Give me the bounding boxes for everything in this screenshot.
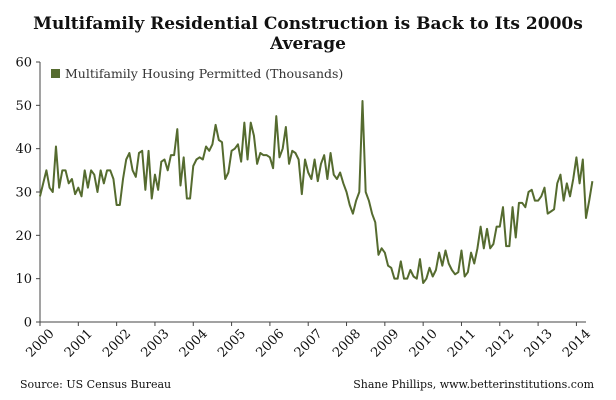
source-note: Source: US Census Bureau <box>20 378 172 391</box>
series <box>39 100 594 284</box>
x-tick-label: 2002 <box>100 327 134 361</box>
x-tick-label: 2006 <box>253 327 287 361</box>
x-tick-label: 2000 <box>24 327 58 361</box>
y-tick-label: 10 <box>15 272 32 287</box>
axes <box>36 61 586 326</box>
x-tick-label: 2008 <box>330 327 364 361</box>
x-tick-label: 2011 <box>445 327 479 361</box>
y-tick-label: 20 <box>15 229 32 244</box>
x-tick-label: 2013 <box>522 327 556 361</box>
legend: Multifamily Housing Permitted (Thousands… <box>51 66 343 81</box>
x-tick-label: 2009 <box>368 327 402 361</box>
x-tick-label: 2004 <box>177 327 211 361</box>
credit-note: Shane Phillips, www.betterinstitutions.c… <box>353 378 594 391</box>
y-tick-label: 60 <box>15 56 32 71</box>
legend-label: Multifamily Housing Permitted (Thousands… <box>65 66 343 81</box>
series-line-0 <box>39 100 594 284</box>
y-tick-label: 30 <box>15 186 32 201</box>
x-tick-label: 2003 <box>138 327 172 361</box>
legend-swatch <box>51 69 60 78</box>
y-tick-label: 0 <box>24 316 32 331</box>
x-tick-label: 2001 <box>62 327 96 361</box>
chart-title: Multifamily Residential Construction is … <box>33 14 583 54</box>
y-tick-label: 40 <box>15 142 32 157</box>
x-tick-label: 2005 <box>215 327 249 361</box>
x-tick-label: 2012 <box>483 327 517 361</box>
x-tick-label: 2007 <box>292 327 326 361</box>
x-tick-label: 2010 <box>407 327 441 361</box>
x-tick-label: 2014 <box>560 327 594 361</box>
y-tick-label: 50 <box>15 99 32 114</box>
